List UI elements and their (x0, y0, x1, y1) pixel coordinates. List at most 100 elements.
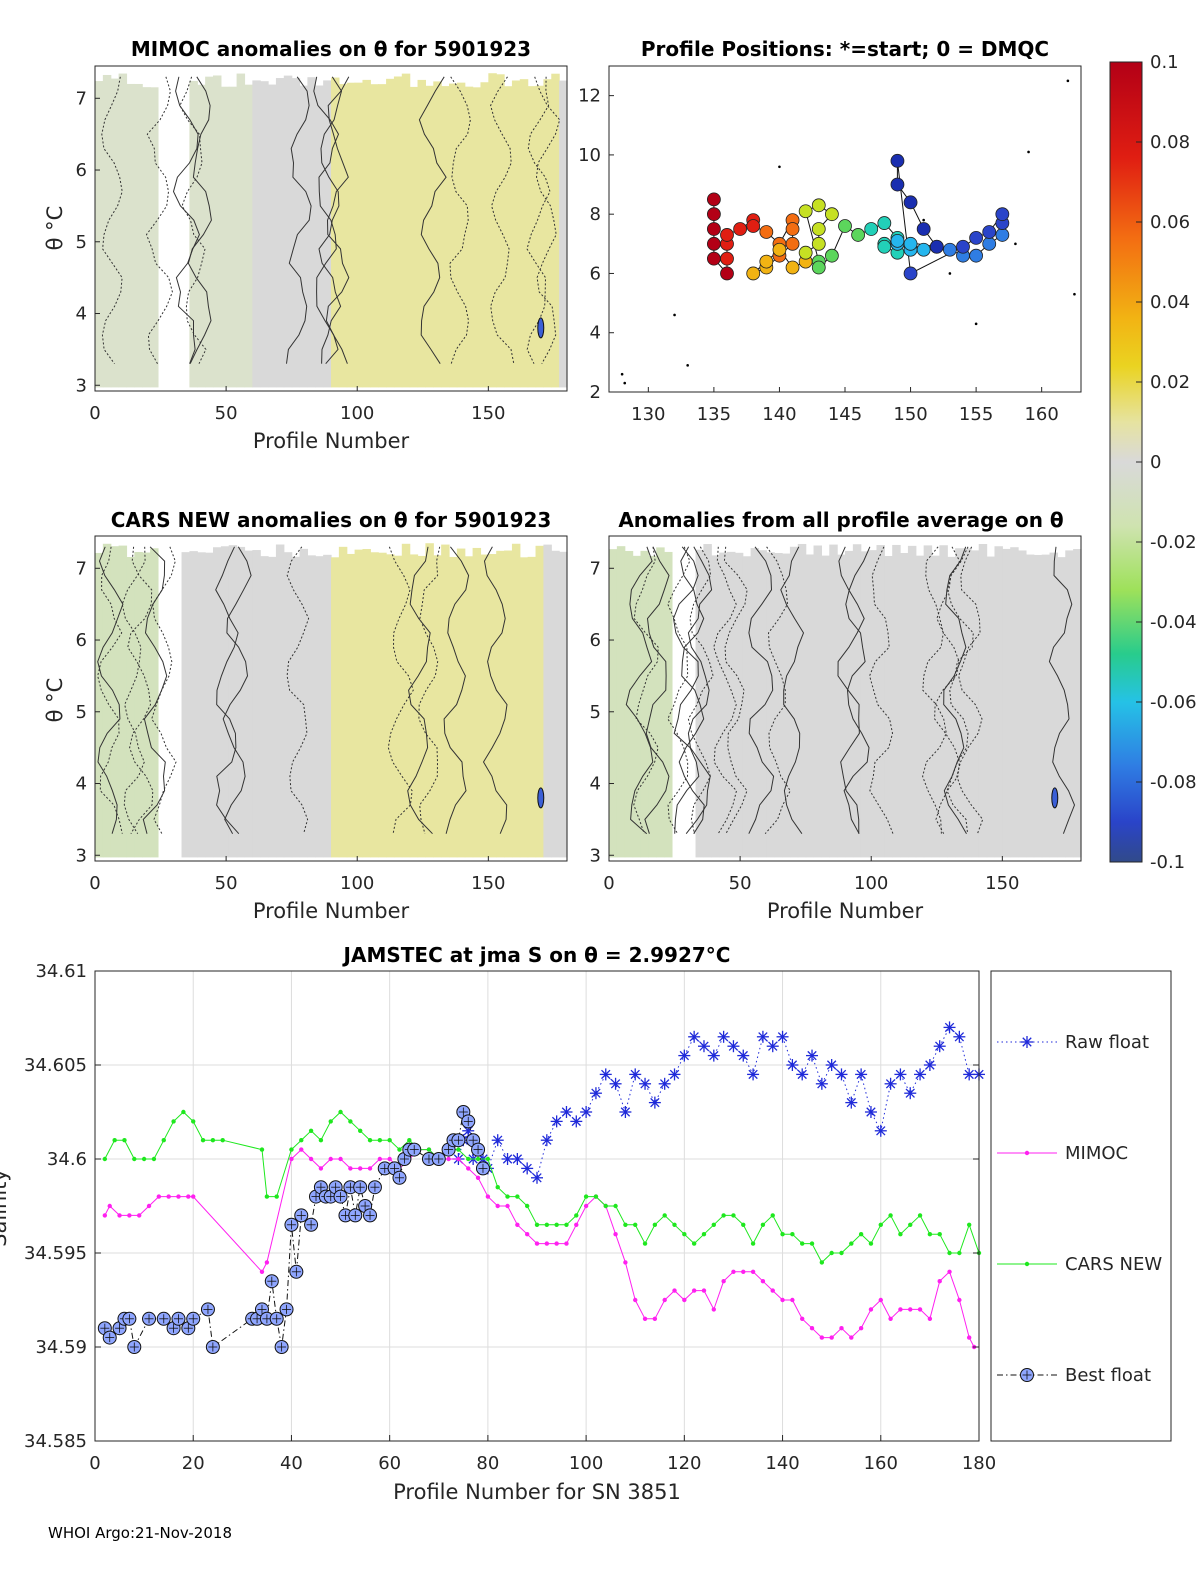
data-point (141, 1156, 147, 1162)
data-point (200, 1302, 215, 1317)
field-column (441, 544, 450, 858)
data-point (387, 1138, 392, 1143)
field-column (1025, 554, 1035, 858)
field-column (551, 73, 560, 388)
data-point (947, 1269, 952, 1275)
x-tick-label: 100 (569, 1453, 603, 1474)
series-best-float (97, 1105, 490, 1354)
salinity-y-ticks: 34.61 34.605 34.6 34.595 34.59 34.585 (24, 961, 979, 1452)
contour-line (97, 546, 123, 834)
data-point (446, 1156, 451, 1162)
x-tick-label: 155 (959, 404, 993, 425)
field-column (307, 555, 316, 858)
data-point (269, 1311, 284, 1326)
data-point (117, 1213, 122, 1218)
coast-dot (1066, 79, 1070, 83)
profile-position (785, 236, 800, 251)
field-column (315, 85, 324, 388)
star-arm (699, 1041, 709, 1051)
field-column (275, 544, 285, 858)
field-column (955, 548, 964, 858)
legend-entries: Raw float MIMOC CARS NEW Best float (997, 1032, 1162, 1386)
coast-dot (974, 322, 978, 326)
contour-line (482, 546, 508, 834)
data-point (717, 1030, 730, 1043)
allavg-axes-box (608, 535, 1082, 862)
data-point (294, 1208, 309, 1223)
data-point (747, 1068, 760, 1081)
data-point (914, 1068, 927, 1081)
y-tick-label: 34.61 (35, 961, 87, 982)
data-point (829, 1250, 834, 1256)
data-point (629, 1068, 642, 1081)
x-tick-label: 130 (631, 404, 665, 425)
data-point (750, 1241, 756, 1246)
colorbar-tick-label: 0.1 (1150, 52, 1179, 73)
profile-position (706, 236, 721, 251)
data-point (574, 1222, 579, 1228)
data-point (966, 1335, 972, 1340)
star-arm (493, 1135, 503, 1145)
data-point (790, 1232, 795, 1237)
data-point (917, 1213, 923, 1218)
data-point (407, 1142, 422, 1157)
contour-line (387, 546, 414, 834)
profile-position (877, 216, 892, 230)
field-column (331, 557, 340, 858)
profile-position (969, 230, 984, 245)
salinity-xlabel: Profile Number for SN 3851 (393, 1480, 681, 1504)
data-point (923, 1059, 936, 1071)
field-column (338, 84, 348, 388)
profile-position (890, 233, 905, 248)
field-column (496, 74, 505, 388)
data-point (796, 1068, 809, 1081)
data-point (191, 1119, 196, 1124)
field-column (852, 544, 862, 858)
data-point (858, 1232, 864, 1237)
series-line (104, 1148, 975, 1348)
y-tick-label: 4 (590, 323, 601, 344)
data-point (613, 1203, 618, 1209)
field-column (142, 552, 151, 858)
field-column (640, 550, 649, 858)
data-point (485, 1156, 491, 1162)
legend-marker (1020, 1368, 1034, 1382)
field-column (907, 545, 917, 858)
data-point (780, 1232, 785, 1237)
data-point (583, 1203, 589, 1209)
y-tick-label: 3 (76, 375, 87, 396)
star-arm (728, 1041, 739, 1051)
star-arm (876, 1126, 886, 1136)
star-arm (522, 1163, 532, 1174)
data-point (908, 1307, 913, 1312)
field-column (758, 550, 767, 858)
data-point (619, 1106, 632, 1118)
field-column (299, 548, 308, 858)
data-point (431, 1152, 446, 1166)
field-column (1018, 550, 1027, 858)
contour-line (956, 546, 984, 834)
data-point (279, 1302, 294, 1317)
mimoc-ylabel: θ °C (43, 206, 67, 251)
star-arm (768, 1041, 778, 1051)
y-tick-label: 5 (590, 702, 601, 723)
data-point (451, 1133, 466, 1148)
profile-position (759, 254, 774, 269)
data-point (904, 1087, 917, 1100)
profile-position (706, 251, 721, 266)
contour-line (685, 546, 713, 835)
profile-position (706, 207, 721, 222)
star-arm (689, 1032, 699, 1042)
legend-marker (1024, 1261, 1030, 1267)
profile-position (851, 228, 866, 242)
contour-line (286, 76, 312, 364)
y-tick-label: 34.59 (35, 1337, 87, 1358)
field-column (805, 554, 815, 858)
star-arm (512, 1154, 523, 1164)
data-point (652, 1316, 658, 1322)
field-column (126, 557, 135, 858)
cars-title: CARS NEW anomalies on θ for 5901923 (111, 508, 552, 532)
data-point (623, 1222, 628, 1228)
data-point (790, 1297, 795, 1303)
data-point (284, 1217, 299, 1232)
